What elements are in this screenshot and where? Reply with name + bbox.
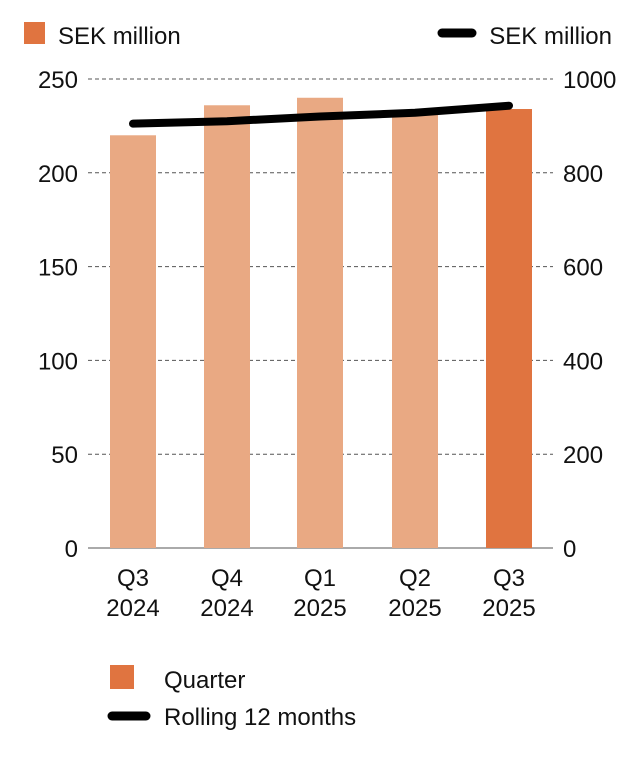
legend-label-rolling: Rolling 12 months xyxy=(164,704,356,731)
axis-labels: SEK million SEK million xyxy=(24,22,612,50)
x-tick-label: 2025 xyxy=(388,595,441,622)
x-tick-label: Q4 xyxy=(211,565,243,592)
right-axis-label: SEK million xyxy=(489,23,612,50)
x-axis-labels: Q3 2024 Q4 2024 Q1 2025 Q2 2025 Q3 2025 xyxy=(106,565,535,622)
right-tick-label: 400 xyxy=(563,348,603,375)
left-axis-label-swatch xyxy=(24,22,45,44)
right-tick-label: 600 xyxy=(563,255,603,282)
x-tick-label: Q3 xyxy=(493,565,525,592)
right-tick-label: 1000 xyxy=(563,67,616,94)
legend-label-quarter: Quarter xyxy=(164,667,245,694)
legend-swatch-quarter xyxy=(110,665,134,689)
right-axis-ticks: 0 200 400 600 800 1000 xyxy=(563,67,616,563)
x-tick-label: Q3 xyxy=(117,565,149,592)
left-tick-label: 0 xyxy=(65,536,78,563)
bar xyxy=(204,105,250,548)
x-tick-label: 2024 xyxy=(200,595,253,622)
bar xyxy=(392,112,438,548)
x-tick-label: 2025 xyxy=(293,595,346,622)
left-axis-ticks: 0 50 100 150 200 250 xyxy=(38,67,78,563)
x-tick-label: 2024 xyxy=(106,595,159,622)
left-tick-label: 250 xyxy=(38,67,78,94)
left-tick-label: 200 xyxy=(38,161,78,188)
bars xyxy=(110,97,532,549)
left-tick-label: 150 xyxy=(38,255,78,282)
right-tick-label: 200 xyxy=(563,442,603,469)
left-tick-label: 50 xyxy=(51,442,78,469)
x-tick-label: Q1 xyxy=(304,565,336,592)
rolling-12-months-line xyxy=(129,101,513,128)
bar xyxy=(486,109,532,549)
left-tick-label: 100 xyxy=(38,348,78,375)
x-tick-label: Q2 xyxy=(399,565,431,592)
line-series xyxy=(129,101,513,128)
right-tick-label: 800 xyxy=(563,161,603,188)
bar xyxy=(110,135,156,548)
legend: Quarter Rolling 12 months xyxy=(107,665,356,731)
x-tick-label: 2025 xyxy=(482,595,535,622)
right-tick-label: 0 xyxy=(563,536,576,563)
left-axis-label: SEK million xyxy=(58,23,181,50)
bar xyxy=(297,97,343,548)
